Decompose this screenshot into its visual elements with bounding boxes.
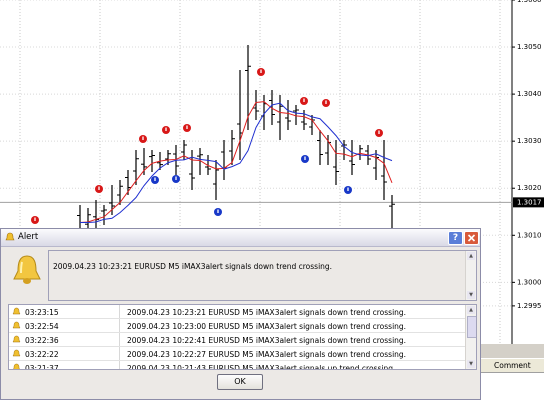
alert-time: 03:22:36 — [25, 336, 59, 345]
alert-time: 03:21:37 — [25, 364, 59, 370]
title-bar: Alert ? — [1, 229, 480, 247]
bell-icon — [13, 255, 41, 284]
scroll-down[interactable]: ▼ — [467, 291, 475, 299]
price-label: 1.3010 — [517, 231, 542, 239]
scroll-up[interactable]: ▲ — [467, 306, 475, 314]
scroll-thumb[interactable] — [467, 316, 476, 338]
price-label: 1.3060 — [517, 0, 542, 4]
column-separator — [119, 305, 120, 369]
current-price-label: 1.3017 — [517, 198, 542, 206]
row-bell-icon — [12, 321, 21, 329]
row-bell-icon — [12, 307, 21, 315]
alert-row[interactable]: 03:23:15 2009.04.23 10:23:21 EURUSD M5 iM… — [9, 305, 465, 319]
close-icon — [467, 234, 476, 242]
price-label: 1.3020 — [517, 184, 542, 192]
alert-time: 03:22:54 — [25, 322, 59, 331]
alert-row[interactable]: 03:22:36 2009.04.23 10:22:41 EURUSD M5 iM… — [9, 333, 465, 347]
message-box: 2009.04.23 10:23:21 EURUSD M5 iMAX3alert… — [48, 250, 477, 301]
dialog-title: Alert — [18, 232, 39, 242]
price-label: 1.3000 — [517, 278, 542, 286]
comment-column[interactable]: Comment — [494, 361, 531, 370]
alert-text: 2009.04.23 10:23:21 EURUSD M5 iMAX3alert… — [127, 308, 407, 317]
list-scrollbar[interactable]: ▲ ▼ — [465, 305, 476, 369]
row-bell-icon — [12, 349, 21, 357]
alert-text: 2009.04.23 10:21:43 EURUSD M5 iMAX3alert… — [127, 364, 396, 370]
price-label: 1.3030 — [517, 137, 542, 145]
moving-average — [79, 101, 393, 223]
price-label: 1.2995 — [517, 302, 542, 310]
close-button[interactable] — [464, 231, 479, 245]
alert-text: 2009.04.23 10:23:00 EURUSD M5 iMAX3alert… — [127, 322, 407, 331]
ok-button[interactable]: OK — [217, 374, 263, 390]
alert-row[interactable]: 03:22:54 2009.04.23 10:23:00 EURUSD M5 iM… — [9, 319, 465, 333]
terminal-body — [480, 373, 544, 400]
help-button[interactable]: ? — [448, 231, 463, 245]
scroll-down[interactable]: ▼ — [467, 360, 475, 368]
price-label: 1.3050 — [517, 43, 542, 51]
current-price-box — [513, 197, 544, 208]
title-icon — [5, 232, 15, 241]
row-bell-icon — [13, 363, 20, 369]
price-label: 1.3040 — [517, 90, 542, 98]
alert-text: 2009.04.23 10:22:27 EURUSD M5 iMAX3alert… — [127, 350, 407, 359]
alert-time: 03:22:22 — [25, 350, 59, 359]
alert-list: ▲ ▼ 03:23:15 2009.04.23 10:23:21 EURUSD M… — [8, 304, 477, 370]
row-bell-icon — [12, 335, 21, 343]
alert-row[interactable]: 03:22:22 2009.04.23 10:22:27 EURUSD M5 iM… — [9, 347, 465, 361]
alert-time: 03:23:15 — [25, 308, 59, 317]
alert-dialog: Alert ? 2009.04.23 10:23:21 EURUSD M5 iM… — [0, 228, 481, 400]
alert-message: 2009.04.23 10:23:21 EURUSD M5 iMAX3alert… — [53, 262, 333, 271]
terminal-header: Comment — [480, 358, 544, 373]
scroll-up[interactable]: ▲ — [467, 252, 475, 260]
moving-average — [80, 102, 393, 223]
message-scrollbar[interactable]: ▲ ▼ — [465, 251, 476, 300]
alert-text: 2009.04.23 10:22:41 EURUSD M5 iMAX3alert… — [127, 336, 407, 345]
terminal-panel: Comment — [480, 344, 544, 400]
alert-row[interactable]: 03:21:37 2009.04.23 10:21:43 EURUSD M5 iM… — [9, 361, 465, 370]
